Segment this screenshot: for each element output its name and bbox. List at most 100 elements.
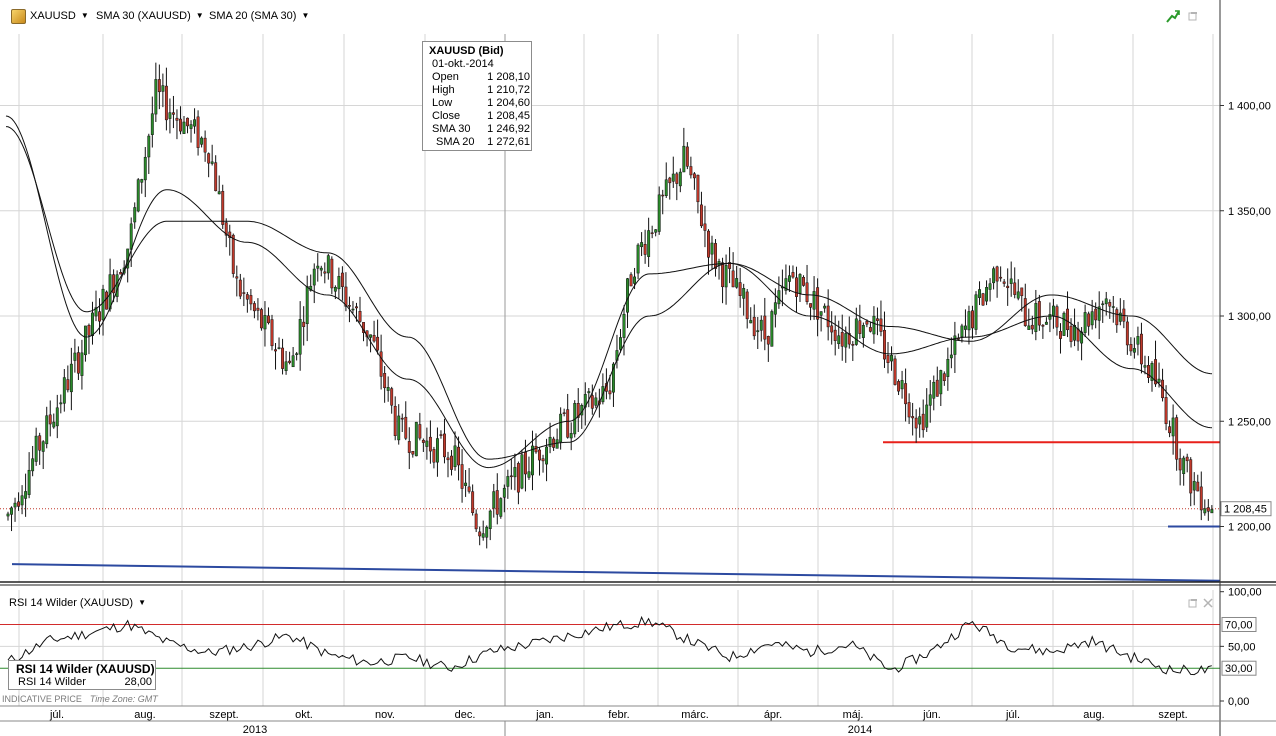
candle-up	[31, 458, 35, 472]
candle-down	[460, 464, 464, 489]
candle-up	[1111, 306, 1115, 308]
candle-up	[527, 471, 531, 478]
x-month-label: nov.	[375, 709, 395, 721]
trend-tool-icon[interactable]	[1166, 9, 1180, 23]
candle-down	[868, 327, 872, 332]
candle-down	[696, 174, 700, 203]
candle-down	[421, 439, 425, 443]
candle-down	[407, 441, 411, 453]
candle-down	[1164, 397, 1168, 425]
candle-down	[411, 451, 415, 455]
sma20-label: SMA 20 (SMA 30)	[209, 10, 297, 22]
candle-up	[210, 161, 214, 164]
candle-up	[488, 510, 492, 529]
candle-up	[520, 454, 524, 489]
candle-down	[17, 501, 21, 507]
candle-down	[752, 316, 756, 337]
x-month-label: szept.	[209, 709, 238, 721]
candle-up	[326, 255, 330, 274]
candle-up	[960, 325, 964, 338]
rsi-restore-icon[interactable]	[1188, 598, 1198, 608]
candle-up	[291, 355, 295, 368]
candle-down	[805, 282, 809, 302]
candle-down	[1199, 486, 1203, 511]
sma30-dropdown[interactable]: SMA 30 (XAUUSD) ▼	[96, 10, 204, 22]
tooltip-key: High	[432, 84, 455, 96]
trend-line	[11, 563, 1221, 582]
candle-up	[611, 363, 615, 393]
candle-down	[478, 531, 482, 537]
candle-down	[766, 335, 770, 345]
candle-down	[242, 292, 246, 294]
indicative-price-label: INDICATIVE PRICE	[2, 694, 82, 704]
candle-down	[400, 417, 404, 420]
y-tick-label: 1 200,00	[1228, 522, 1271, 534]
candle-down	[840, 332, 844, 347]
candle-down	[376, 336, 380, 351]
candle-down	[48, 414, 52, 425]
candle-up	[918, 416, 922, 425]
candle-up	[545, 446, 549, 465]
candle-up	[69, 363, 73, 393]
candle-down	[847, 333, 851, 345]
candle-up	[784, 278, 788, 291]
candle-down	[904, 383, 908, 405]
candle-down	[566, 409, 570, 438]
candle-down	[689, 166, 693, 176]
rsi-dropdown[interactable]: RSI 14 Wilder (XAUUSD) ▼	[9, 597, 146, 609]
candle-down	[541, 458, 545, 462]
candle-down	[1037, 301, 1041, 326]
candle-down	[650, 232, 654, 235]
candle-up	[295, 353, 299, 355]
candle-up	[1048, 314, 1052, 320]
restore-icon[interactable]	[1188, 11, 1198, 21]
candle-up	[1027, 325, 1031, 330]
candle-up	[45, 415, 49, 445]
candle-up	[94, 307, 98, 317]
candle-up	[277, 347, 281, 349]
candle-up	[594, 397, 598, 406]
candle-down	[791, 272, 795, 278]
candle-up	[52, 421, 56, 428]
y-tick-label: 1 350,00	[1228, 206, 1271, 218]
rsi-close-icon[interactable]	[1203, 598, 1213, 608]
candle-down	[731, 270, 735, 288]
candle-down	[668, 177, 672, 184]
candle-up	[967, 311, 971, 331]
tooltip-key: Close	[432, 110, 461, 122]
candle-up	[633, 276, 637, 284]
candle-up	[988, 283, 992, 290]
candle-down	[270, 319, 274, 347]
candle-up	[1171, 417, 1175, 437]
instrument-dropdown[interactable]: XAUUSD ▼	[30, 10, 89, 22]
candle-down	[1023, 298, 1027, 326]
candle-up	[773, 302, 777, 315]
sma20-dropdown[interactable]: SMA 20 (SMA 30) ▼	[209, 10, 309, 22]
sma-layer	[5, 115, 1213, 469]
candle-up	[735, 278, 739, 288]
candle-up	[1097, 306, 1101, 321]
tooltip-row: SMA 30 1 246,92	[429, 123, 531, 136]
candle-down	[347, 305, 351, 307]
candle-up	[101, 288, 105, 321]
candle-up	[626, 278, 629, 313]
candle-up	[193, 119, 197, 127]
candle-up	[1136, 336, 1140, 345]
x-month-label: szept.	[1158, 709, 1187, 721]
candle-down	[76, 352, 80, 374]
candle-up	[710, 242, 714, 255]
rsi-y-tick-label: 100,00	[1228, 587, 1262, 599]
candle-up	[369, 334, 373, 338]
candle-down	[1059, 331, 1062, 339]
rsi-level-label: 70,00	[1225, 619, 1253, 631]
candle-down	[576, 403, 580, 418]
ohlc-tooltip: XAUUSD (Bid) 01-okt.-2014 Open 1 208,10 H…	[422, 41, 532, 151]
candle-up	[925, 404, 929, 428]
candle-up	[83, 325, 87, 356]
app-icon	[11, 9, 26, 24]
candle-up	[844, 333, 848, 348]
candle-down	[1196, 481, 1200, 492]
candle-down	[228, 231, 232, 238]
candle-up	[1192, 481, 1196, 491]
